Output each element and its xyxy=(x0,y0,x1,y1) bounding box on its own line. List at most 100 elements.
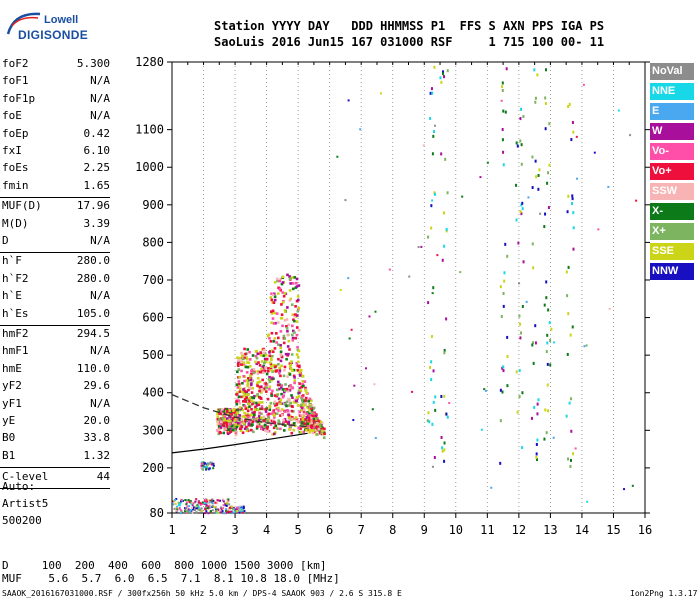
echo-point xyxy=(290,431,294,435)
echo-point xyxy=(318,423,322,427)
echo-point xyxy=(261,418,265,422)
param-row: h`F2 280.0 xyxy=(2,272,110,290)
echo-point xyxy=(311,414,314,418)
echo-point xyxy=(283,390,286,394)
echo-point xyxy=(311,424,315,428)
echo-point xyxy=(258,364,262,367)
echo-point xyxy=(172,503,175,506)
echo-point xyxy=(260,391,263,394)
echo-point xyxy=(293,319,296,323)
echo-point xyxy=(290,394,293,397)
echo-point xyxy=(296,308,300,311)
echo-point xyxy=(539,212,542,215)
echo-point xyxy=(440,394,443,398)
echo-point xyxy=(187,511,190,514)
echo-point xyxy=(192,506,195,509)
echo-point xyxy=(252,396,255,400)
echo-point xyxy=(272,426,276,430)
echo-point xyxy=(257,420,260,424)
echo-point xyxy=(204,505,207,508)
param-value: 44 xyxy=(96,470,110,484)
echo-point xyxy=(244,356,248,359)
echo-point xyxy=(534,341,537,345)
echo-point xyxy=(502,304,505,308)
echo-point xyxy=(221,412,224,416)
echo-point xyxy=(265,357,269,361)
echo-point xyxy=(256,393,259,396)
echo-point xyxy=(241,510,244,513)
echo-point xyxy=(306,411,309,414)
echo-point xyxy=(217,408,221,412)
echo-point xyxy=(227,507,230,510)
echo-point xyxy=(245,419,249,422)
echo-point xyxy=(212,464,215,467)
echo-point xyxy=(218,427,222,430)
param-row: fxI 6.10 xyxy=(2,144,110,162)
echo-point xyxy=(306,405,309,409)
echo-point xyxy=(537,398,540,402)
echo-point xyxy=(218,426,222,430)
echo-point xyxy=(286,273,289,277)
echo-point xyxy=(299,409,303,412)
echo-point xyxy=(535,455,538,459)
echo-point xyxy=(287,352,290,356)
echo-point xyxy=(316,422,320,426)
echo-point xyxy=(268,405,272,409)
echo-point xyxy=(547,409,550,413)
echo-point xyxy=(274,425,278,429)
echo-point xyxy=(289,282,292,285)
echo-point xyxy=(217,410,220,413)
echo-point xyxy=(222,421,226,425)
echo-point xyxy=(443,459,446,463)
echo-point xyxy=(309,424,313,428)
echo-point xyxy=(299,389,303,393)
echo-point xyxy=(272,340,276,343)
echo-point xyxy=(257,415,261,418)
echo-point xyxy=(265,390,268,393)
echo-point xyxy=(243,375,247,378)
param-value: 5.300 xyxy=(76,57,110,70)
echo-point xyxy=(262,419,266,423)
param-value: 280.0 xyxy=(76,254,110,268)
echo-point xyxy=(258,424,262,428)
echo-point xyxy=(316,427,319,430)
echo-point xyxy=(200,464,203,467)
echo-point xyxy=(220,421,224,425)
echo-point xyxy=(500,315,503,319)
echo-point xyxy=(198,508,201,511)
echo-point xyxy=(229,506,232,509)
echo-point xyxy=(233,508,236,511)
echo-point xyxy=(230,505,233,508)
echo-point xyxy=(224,512,227,515)
param-value: 29.6 xyxy=(83,379,111,393)
echo-point xyxy=(239,407,243,410)
echo-point xyxy=(245,429,249,432)
echo-point xyxy=(533,68,536,72)
echo-point xyxy=(321,426,324,430)
echo-point xyxy=(323,432,326,436)
echo-point xyxy=(312,414,315,418)
echo-point xyxy=(281,275,285,279)
echo-point xyxy=(217,421,220,424)
echo-point xyxy=(505,67,508,71)
echo-point xyxy=(260,367,263,371)
echo-point xyxy=(259,420,263,424)
echo-point xyxy=(233,423,237,427)
echo-point xyxy=(218,408,222,411)
echo-point xyxy=(268,354,272,358)
echo-point xyxy=(374,310,377,313)
echo-point xyxy=(315,421,319,425)
echo-point xyxy=(299,371,302,375)
echo-point xyxy=(188,510,191,513)
echo-point xyxy=(216,415,220,418)
echo-point xyxy=(184,507,187,510)
param-separator xyxy=(0,197,110,199)
echo-point xyxy=(225,418,229,422)
solid-profile-curve xyxy=(171,432,308,454)
echo-point xyxy=(442,70,445,74)
y-tick-label: 500 xyxy=(142,348,164,362)
echo-point xyxy=(223,512,226,515)
echo-point xyxy=(316,420,319,424)
echo-point xyxy=(318,429,322,433)
echo-point xyxy=(225,410,229,414)
